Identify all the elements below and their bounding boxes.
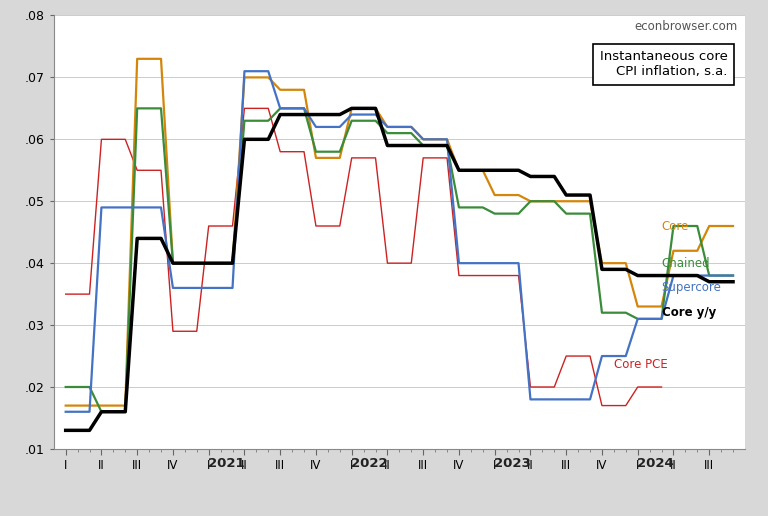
Text: Core: Core — [661, 219, 689, 233]
Text: 2024: 2024 — [637, 457, 674, 470]
Text: econbrowser.com: econbrowser.com — [635, 20, 738, 33]
Text: Instantaneous core
CPI inflation, s.a.: Instantaneous core CPI inflation, s.a. — [600, 50, 728, 78]
Text: Supercore: Supercore — [661, 281, 721, 295]
Text: Core y/y: Core y/y — [661, 306, 716, 319]
Text: 2022: 2022 — [351, 457, 388, 470]
Text: Chained: Chained — [661, 256, 710, 270]
Text: Core PCE: Core PCE — [614, 358, 667, 371]
Text: 2023: 2023 — [494, 457, 531, 470]
Text: 2021: 2021 — [208, 457, 245, 470]
